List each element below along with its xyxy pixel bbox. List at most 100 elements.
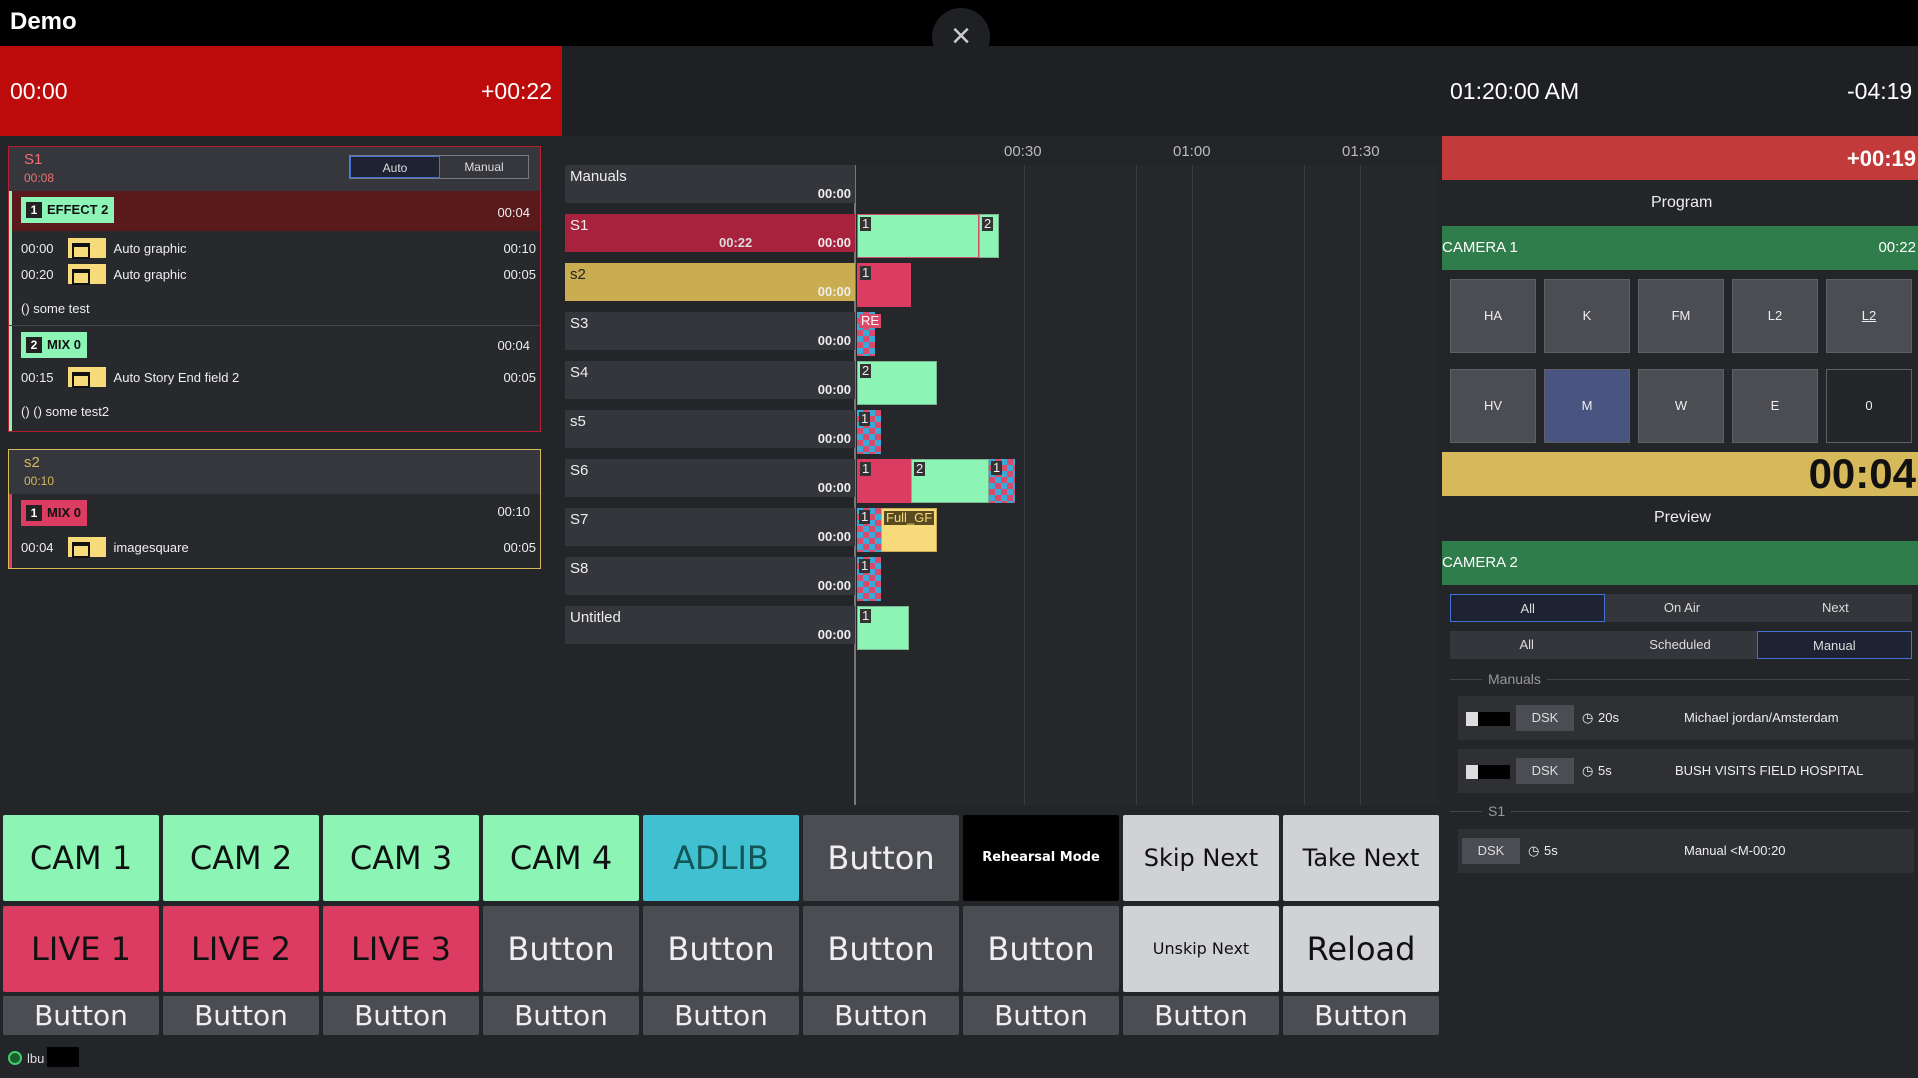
lane-s6[interactable]: S6 00:00 bbox=[565, 459, 855, 497]
tab-all-types[interactable]: All bbox=[1519, 637, 1534, 652]
hotkey-k[interactable]: K bbox=[1544, 279, 1630, 353]
timeline-block[interactable]: 2 bbox=[857, 361, 937, 405]
adlib-button[interactable]: ADLIB bbox=[643, 815, 799, 901]
part-item[interactable]: 1 EFFECT 2 00:04 bbox=[9, 191, 540, 231]
lane-manuals[interactable]: Manuals 00:00 bbox=[565, 165, 855, 203]
manual-item[interactable]: DSK ◷ 20s Michael jordan/Amsterdam bbox=[1458, 696, 1914, 740]
live1-button[interactable]: LIVE 1 bbox=[3, 906, 159, 992]
piece-out: 00:05 bbox=[503, 369, 536, 385]
hotkey-e[interactable]: E bbox=[1732, 369, 1818, 443]
manual-item[interactable]: DSK ◷ 5s BUSH VISITS FIELD HOSPITAL bbox=[1458, 749, 1914, 793]
lane-untitled[interactable]: Untitled 00:00 bbox=[565, 606, 855, 644]
over-bar: +00:19 bbox=[1442, 136, 1918, 180]
hotkey-hv[interactable]: HV bbox=[1450, 369, 1536, 443]
filter-tabs[interactable]: All On Air Next bbox=[1450, 594, 1912, 622]
piece-name: Auto graphic bbox=[113, 266, 187, 282]
lane-s2[interactable]: s2 00:00 bbox=[565, 263, 855, 301]
story-s1[interactable]: S1 00:08 Auto Manual 1 EFFECT 2 00:04 00:… bbox=[8, 146, 541, 432]
live2-button[interactable]: LIVE 2 bbox=[163, 906, 319, 992]
custom-button[interactable]: Button bbox=[643, 906, 799, 992]
block-number: 2 bbox=[982, 216, 994, 231]
hotkey-fm[interactable]: FM bbox=[1638, 279, 1724, 353]
tab-next[interactable]: Next bbox=[1821, 600, 1849, 615]
tab-on-air[interactable]: On Air bbox=[1663, 600, 1701, 615]
timeline-block[interactable]: Full_GF bbox=[881, 508, 937, 552]
piece-out: 00:05 bbox=[503, 266, 536, 282]
timeline-block[interactable]: 1 bbox=[857, 508, 881, 552]
rehearsal-mode-button[interactable]: Rehearsal Mode bbox=[963, 815, 1119, 901]
lane-name: S4 bbox=[570, 364, 589, 381]
timeline-block[interactable]: 2 bbox=[979, 214, 999, 258]
tab-scheduled[interactable]: Scheduled bbox=[1649, 637, 1711, 652]
custom-button[interactable]: Button bbox=[803, 996, 959, 1035]
mode-auto[interactable]: Auto bbox=[350, 156, 440, 178]
piece-row[interactable]: 00:15 Auto Story End field 2 00:05 bbox=[21, 366, 536, 388]
program-bar[interactable]: CAMERA 1 00:22 bbox=[1442, 226, 1918, 270]
piece-row[interactable]: 00:04 imagesquare 00:05 bbox=[21, 536, 536, 558]
tab-manual[interactable]: Manual bbox=[1756, 631, 1912, 659]
timeline-block[interactable]: 1 bbox=[857, 410, 881, 454]
lane-subtime: 00:22 bbox=[719, 235, 753, 250]
timeline-block[interactable]: 1 bbox=[857, 263, 911, 307]
lane-name: S8 bbox=[570, 560, 589, 577]
part-item[interactable]: 1 MIX 0 00:10 00:04 imagesquare 00:05 bbox=[9, 494, 540, 568]
custom-button[interactable]: Button bbox=[483, 996, 639, 1035]
custom-button[interactable]: Button bbox=[1283, 996, 1439, 1035]
cam3-button[interactable]: CAM 3 bbox=[323, 815, 479, 901]
grid-line bbox=[1304, 165, 1305, 805]
hotkey-l2[interactable]: L2 bbox=[1732, 279, 1818, 353]
custom-button[interactable]: Button bbox=[3, 996, 159, 1035]
custom-button[interactable]: Button bbox=[963, 906, 1119, 992]
timeline-block[interactable]: 2 bbox=[911, 459, 989, 503]
custom-button[interactable]: Button bbox=[323, 996, 479, 1035]
timeline-block[interactable]: RE bbox=[857, 312, 882, 356]
piece-row[interactable]: 00:20 Auto graphic 00:05 bbox=[21, 263, 536, 285]
hotkey-m[interactable]: M bbox=[1544, 369, 1630, 443]
manual-item[interactable]: DSK ◷ 5s Manual <M-00:20 bbox=[1458, 829, 1914, 873]
take-next-button[interactable]: Take Next bbox=[1283, 815, 1439, 901]
custom-button[interactable]: Button bbox=[803, 815, 959, 901]
block-number: 1 bbox=[859, 509, 871, 524]
tab-all[interactable]: All bbox=[1450, 594, 1606, 622]
lane-s4[interactable]: S4 00:00 bbox=[565, 361, 855, 399]
lane-s5[interactable]: s5 00:00 bbox=[565, 410, 855, 448]
divider bbox=[1450, 811, 1910, 812]
type-tabs[interactable]: All Scheduled Manual bbox=[1450, 631, 1912, 659]
hotkey-l2-alt[interactable]: L2 bbox=[1826, 279, 1912, 353]
close-icon[interactable]: × bbox=[932, 8, 990, 66]
custom-button[interactable]: Button bbox=[803, 906, 959, 992]
piece-row[interactable]: 00:00 Auto graphic 00:10 bbox=[21, 237, 536, 259]
lane-s3[interactable]: S3 00:00 bbox=[565, 312, 855, 350]
preview-bar[interactable]: CAMERA 2 bbox=[1442, 541, 1918, 585]
custom-button[interactable]: Button bbox=[1123, 996, 1279, 1035]
hotkey-0[interactable]: 0 bbox=[1826, 369, 1912, 443]
skip-next-button[interactable]: Skip Next bbox=[1123, 815, 1279, 901]
cam2-button[interactable]: CAM 2 bbox=[163, 815, 319, 901]
lane-s1[interactable]: S1 00:22 00:00 bbox=[565, 214, 855, 252]
hotkey-w[interactable]: W bbox=[1638, 369, 1724, 443]
custom-button[interactable]: Button bbox=[483, 906, 639, 992]
hotkey-ha[interactable]: HA bbox=[1450, 279, 1536, 353]
part-item[interactable]: 2 MIX 0 00:04 00:15 Auto Story End field 2… bbox=[9, 325, 540, 431]
timeline-block[interactable]: 1 bbox=[857, 557, 881, 601]
custom-button[interactable]: Button bbox=[963, 996, 1119, 1035]
section-s1: S1 bbox=[1482, 803, 1512, 819]
story-s2[interactable]: s2 00:10 1 MIX 0 00:10 00:04 imagesquare 00… bbox=[8, 449, 541, 569]
live3-button[interactable]: LIVE 3 bbox=[323, 906, 479, 992]
image-icon bbox=[67, 537, 106, 558]
unskip-next-button[interactable]: Unskip Next bbox=[1123, 906, 1279, 992]
cam1-button[interactable]: CAM 1 bbox=[3, 815, 159, 901]
reload-button[interactable]: Reload bbox=[1283, 906, 1439, 992]
timeline-block[interactable]: 1 bbox=[857, 606, 909, 650]
cam4-button[interactable]: CAM 4 bbox=[483, 815, 639, 901]
custom-button[interactable]: Button bbox=[163, 996, 319, 1035]
timeline-block[interactable]: 1 bbox=[857, 214, 979, 258]
mode-manual[interactable]: Manual bbox=[464, 160, 504, 174]
timeline-block[interactable]: 1 bbox=[989, 459, 1015, 503]
connection-status-icon bbox=[8, 1051, 22, 1065]
custom-button[interactable]: Button bbox=[643, 996, 799, 1035]
lane-s7[interactable]: S7 00:00 bbox=[565, 508, 855, 546]
timeline-block[interactable]: 1 bbox=[857, 459, 911, 503]
lane-s8[interactable]: S8 00:00 bbox=[565, 557, 855, 595]
mode-toggle[interactable]: Auto Manual bbox=[349, 155, 529, 179]
